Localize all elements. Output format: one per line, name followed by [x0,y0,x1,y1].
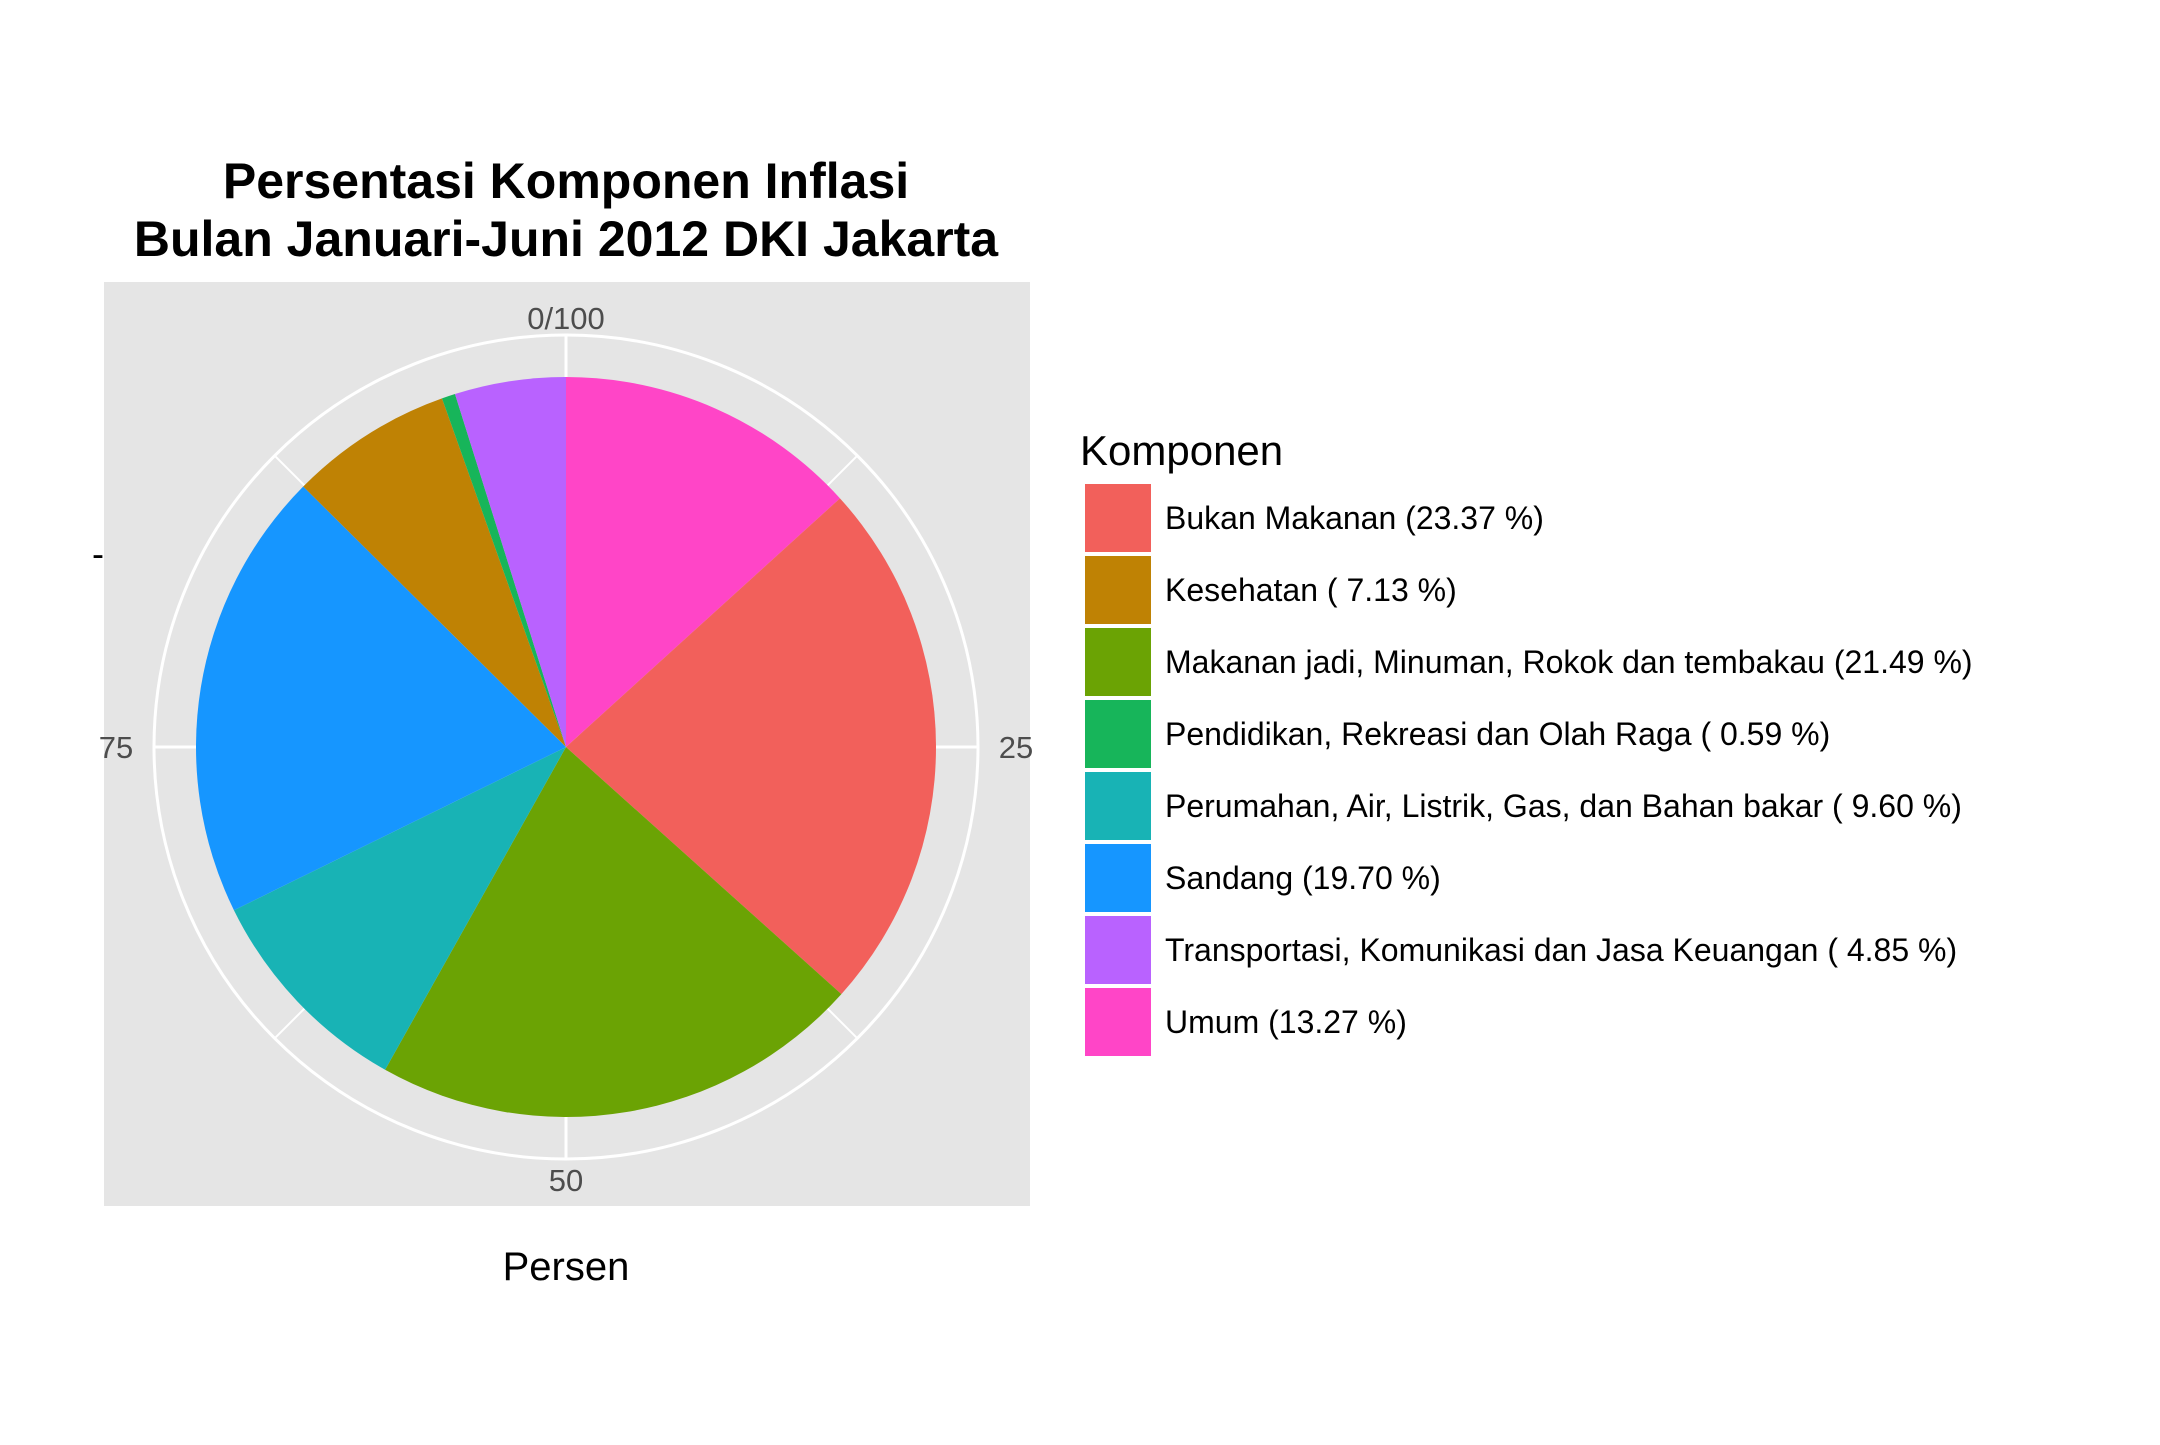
theta-tick-labels: 0/100 25 50 75 [99,301,1033,1198]
pie-slice-transportasi-komunikasi-dan-jasa-keuangan [454,377,566,747]
theta-tick-label: 25 [999,730,1033,765]
legend-label: Sandang (19.70 %) [1165,860,1441,896]
legend-key [1085,988,1151,1056]
pie-slice-sandang [196,486,567,911]
pie-slice-bukan-makanan [566,498,936,995]
x-axis-label: Persen [503,1245,630,1289]
legend-title: Komponen [1080,427,1283,474]
legend-key [1085,844,1151,912]
legend-label: Perumahan, Air, Listrik, Gas, dan Bahan … [1165,788,1962,824]
pie-slice-umum [566,377,840,747]
legend-key [1085,484,1151,552]
legend-label: Bukan Makanan (23.37 %) [1165,500,1544,536]
legend-label: Makanan jadi, Minuman, Rokok dan tembaka… [1165,644,1973,680]
chart-title-line-2: Bulan Januari-Juni 2012 DKI Jakarta [134,211,999,267]
pie-slice-pendidikan-rekreasi-dan-olah-raga [441,394,566,747]
legend-label: Pendidikan, Rekreasi dan Olah Raga ( 0.5… [1165,716,1830,752]
y-axis-label: - [92,533,104,574]
legend-label: Transportasi, Komunikasi dan Jasa Keuang… [1165,932,1957,968]
legend-label: Kesehatan ( 7.13 %) [1165,572,1457,608]
legend-key [1085,916,1151,984]
theta-tick-label: 50 [549,1163,583,1198]
legend-key [1085,628,1151,696]
legend-key [1085,772,1151,840]
pie-slice-perumahan-air-listrik-gas-dan-bahan-bakar [233,747,566,1070]
legend-key [1085,700,1151,768]
pie-slices [196,377,936,1117]
pie-slice-makanan-jadi-minuman-rokok-dan-tembakau [385,747,842,1117]
legend-label: Umum (13.27 %) [1165,1004,1407,1040]
theta-tick-label: 75 [99,730,133,765]
pie-slice-kesehatan [303,398,566,747]
theta-tick-label: 0/100 [527,301,605,336]
chart-title-line-1: Persentasi Komponen Inflasi [223,153,909,209]
legend: Bukan Makanan (23.37 %) Kesehatan ( 7.13 … [1085,484,1973,1056]
legend-key [1085,556,1151,624]
